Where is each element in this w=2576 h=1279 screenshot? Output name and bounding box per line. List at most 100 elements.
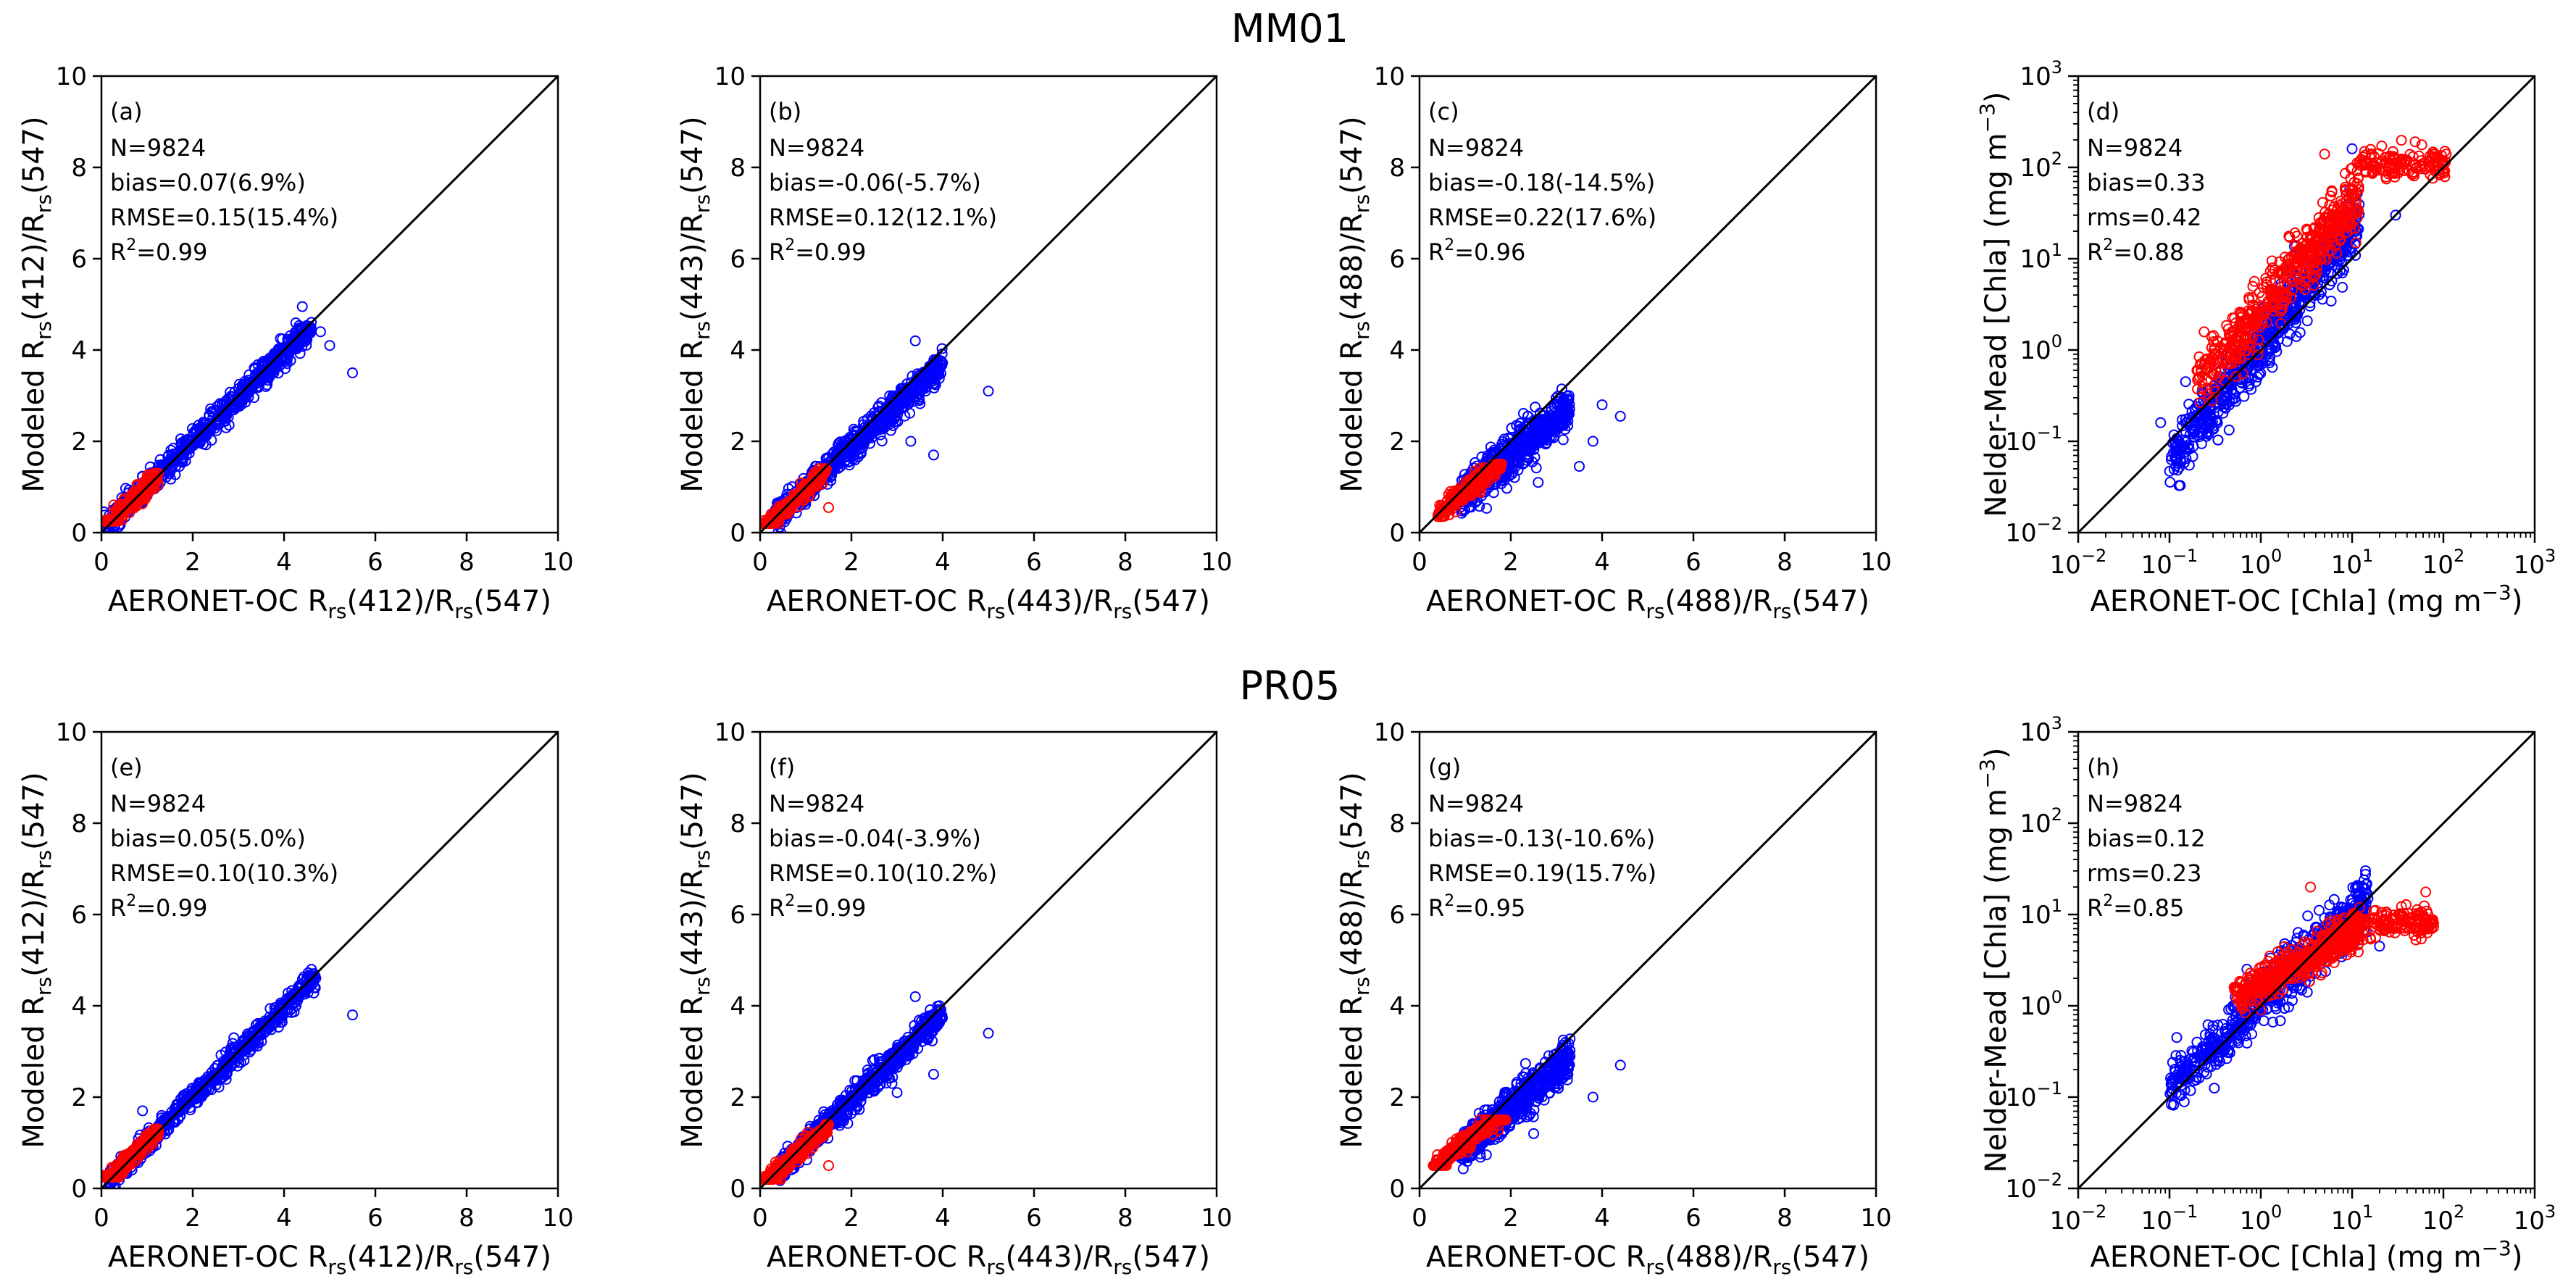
blue-point — [2325, 253, 2337, 264]
blue-point — [252, 1017, 264, 1029]
stat-line: RMSE=0.22(17.6%) — [1428, 204, 1656, 231]
red-point — [118, 507, 130, 517]
blue-point — [2267, 362, 2278, 373]
blue-point — [1538, 424, 1550, 436]
blue-point — [300, 322, 312, 334]
blue-point — [137, 1105, 149, 1117]
blue-point — [228, 1032, 240, 1043]
blue-point — [324, 340, 335, 351]
blue-point — [2284, 328, 2296, 340]
blue-point — [872, 417, 883, 428]
x-tick-label: 0 — [1412, 548, 1427, 577]
x-tick-label: 103 — [2514, 546, 2556, 580]
blue-point — [1562, 409, 1573, 421]
y-tick-label: 0 — [71, 519, 87, 548]
red-point — [2348, 191, 2359, 202]
axes-frame — [1418, 75, 1877, 534]
chart-panel-a: 00224466881010(a)N=9824bias=0.07(6.9%)RM… — [17, 62, 574, 623]
blue-point — [204, 418, 215, 429]
x-tick-label: 6 — [1026, 548, 1042, 577]
blue-point — [2338, 264, 2349, 275]
blue-point — [296, 981, 308, 993]
blue-point — [2340, 243, 2351, 254]
red-point — [1443, 499, 1455, 509]
red-point — [2269, 286, 2281, 297]
red-point — [2315, 253, 2327, 264]
blue-point — [2188, 426, 2199, 438]
red-point — [2307, 238, 2319, 249]
stat-line: bias=-0.18(-14.5%) — [1428, 169, 1655, 196]
blue-point — [205, 403, 217, 414]
blue-point — [347, 367, 358, 378]
panel-label: (d) — [2087, 98, 2119, 125]
x-tick-label: 6 — [367, 548, 383, 577]
red-point — [2225, 358, 2237, 370]
red-point — [2440, 149, 2452, 160]
red-point — [124, 495, 136, 507]
blue-point — [251, 1041, 263, 1052]
x-tick-label: 8 — [1777, 548, 1793, 577]
blue-point — [273, 348, 284, 359]
blue-point — [285, 1004, 296, 1016]
blue-point — [887, 391, 899, 403]
scatter-points — [101, 301, 358, 533]
blue-point — [260, 380, 272, 392]
blue-point — [1535, 434, 1547, 446]
red-point — [2293, 274, 2305, 286]
y-axis-label: Nelder-Mead [Chla] (mg m−3) — [1975, 91, 2013, 517]
red-point — [2247, 280, 2259, 292]
stat-line: RMSE=0.15(15.4%) — [110, 204, 338, 231]
y-tick-label: 6 — [730, 245, 746, 274]
red-point — [2262, 317, 2272, 328]
blue-point — [238, 392, 249, 404]
red-point — [2395, 157, 2406, 168]
red-point — [2296, 262, 2308, 274]
red-point — [2419, 163, 2431, 175]
red-point — [2359, 146, 2370, 157]
y-tick-label: 101 — [2019, 240, 2062, 274]
red-point — [2206, 395, 2218, 407]
blue-point — [909, 335, 921, 346]
red-point — [130, 494, 141, 506]
blue-point — [983, 386, 994, 397]
x-tick-label: 102 — [2422, 546, 2465, 580]
x-tick-label: 6 — [1685, 548, 1701, 577]
red-point — [2427, 146, 2439, 158]
red-point — [2366, 160, 2377, 172]
blue-point — [2281, 336, 2293, 347]
blue-point — [161, 461, 172, 472]
x-tick-label: 100 — [2240, 546, 2283, 580]
blue-point — [2166, 454, 2177, 465]
red-point — [2345, 223, 2356, 235]
y-tick-label: 10−1 — [2005, 422, 2062, 457]
blue-point — [177, 446, 188, 457]
red-point — [2323, 239, 2335, 251]
blue-point — [876, 436, 888, 447]
x-tick-label: 4 — [1594, 548, 1610, 577]
blue-point — [272, 1006, 284, 1017]
red-point — [2349, 205, 2361, 217]
y-tick-label: 6 — [71, 245, 87, 274]
x-axis-label: AERONET-OC Rrs(443)/Rrs(547) — [767, 585, 1210, 623]
x-tick-label: 0 — [93, 548, 109, 577]
stat-line: R2=0.99 — [769, 236, 866, 266]
red-point — [135, 495, 146, 507]
blue-point — [193, 432, 204, 443]
stat-line: N=9824 — [110, 134, 206, 162]
blue-point — [277, 333, 288, 345]
red-point — [1481, 466, 1493, 477]
red-point — [2266, 255, 2277, 267]
blue-point — [172, 1107, 183, 1118]
red-point — [2219, 343, 2230, 355]
blue-point — [935, 367, 946, 379]
red-point — [2429, 151, 2440, 163]
red-point — [2367, 165, 2378, 177]
chart-panel-c: 00224466881010(c)N=9824bias=-0.18(-14.5%… — [1335, 62, 1892, 623]
one-to-one-line — [759, 75, 1218, 534]
red-point — [2372, 157, 2383, 169]
red-point — [2239, 333, 2251, 345]
red-point — [1436, 504, 1448, 516]
blue-point — [224, 1057, 235, 1068]
blue-point — [259, 1020, 270, 1030]
